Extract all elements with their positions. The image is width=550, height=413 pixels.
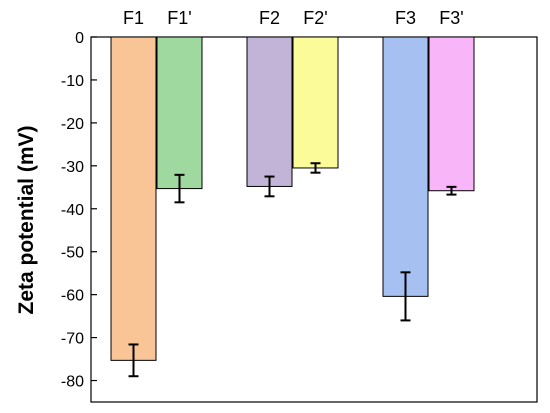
category-label: F1 xyxy=(123,8,144,28)
error-bars-group xyxy=(128,162,457,378)
bar xyxy=(110,36,157,361)
category-label: F3' xyxy=(439,8,463,28)
y-tick-label: 0 xyxy=(75,30,84,47)
y-tick-label: -10 xyxy=(61,73,84,90)
category-label: F2' xyxy=(303,8,327,28)
category-labels-group: F1 F1' F2 F2' F3 F3' xyxy=(123,8,464,28)
y-tick-label: -70 xyxy=(61,331,84,348)
category-label: F1' xyxy=(167,8,191,28)
y-tick-label: -50 xyxy=(61,245,84,262)
y-tick-label: -80 xyxy=(61,374,84,391)
category-label: F2 xyxy=(259,8,280,28)
bar xyxy=(428,36,475,192)
y-axis-title: Zeta potential (mV) xyxy=(15,125,38,314)
bar xyxy=(292,36,339,169)
bars-group xyxy=(110,36,475,361)
bar xyxy=(382,36,429,297)
category-label: F3 xyxy=(395,8,416,28)
bar xyxy=(246,36,293,187)
bar xyxy=(156,36,203,190)
y-axis-ticks: 0 -10 -20 -30 -40 -50 -60 -70 -80 xyxy=(61,30,97,391)
y-tick-label: -40 xyxy=(61,202,84,219)
y-tick-label: -60 xyxy=(61,288,84,305)
y-tick-label: -20 xyxy=(61,116,84,133)
y-tick-label: -30 xyxy=(61,159,84,176)
